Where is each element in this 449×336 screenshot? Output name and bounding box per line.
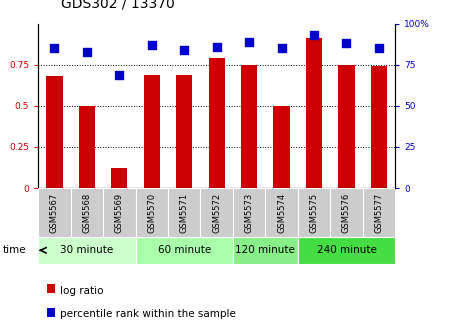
Bar [208, 58, 225, 188]
Text: GSM5571: GSM5571 [180, 193, 189, 233]
Point [83, 49, 90, 54]
Text: percentile rank within the sample: percentile rank within the sample [60, 309, 236, 319]
Point [148, 42, 155, 48]
Point [116, 72, 123, 77]
Bar [144, 75, 160, 188]
Bar [176, 75, 192, 188]
Point [375, 46, 383, 51]
Point [246, 39, 253, 44]
Bar [241, 65, 257, 188]
Text: GSM5573: GSM5573 [245, 193, 254, 233]
Text: GSM5577: GSM5577 [374, 193, 383, 233]
Bar [233, 237, 298, 264]
Bar [79, 106, 95, 188]
Text: log ratio: log ratio [60, 286, 103, 296]
Point [51, 46, 58, 51]
Bar [363, 188, 395, 237]
Bar [38, 188, 70, 237]
Bar [265, 188, 298, 237]
Bar [371, 66, 387, 188]
Text: 30 minute: 30 minute [60, 245, 114, 255]
Text: GSM5569: GSM5569 [115, 193, 124, 233]
Text: 240 minute: 240 minute [317, 245, 376, 255]
Bar [136, 237, 233, 264]
Bar [46, 76, 62, 188]
Bar [38, 237, 136, 264]
Bar [200, 188, 233, 237]
Text: GSM5570: GSM5570 [147, 193, 156, 233]
Text: time: time [2, 245, 26, 255]
Text: GDS302 / 13370: GDS302 / 13370 [61, 0, 174, 10]
Text: 120 minute: 120 minute [235, 245, 295, 255]
Point [343, 41, 350, 46]
Bar [298, 237, 395, 264]
Text: GSM5575: GSM5575 [309, 193, 318, 233]
Text: GSM5574: GSM5574 [277, 193, 286, 233]
Point [278, 46, 285, 51]
Point [310, 32, 317, 38]
Text: GSM5568: GSM5568 [82, 193, 91, 233]
Point [213, 44, 220, 49]
Bar [273, 106, 290, 188]
Text: GSM5567: GSM5567 [50, 193, 59, 233]
Bar [233, 188, 265, 237]
Point [180, 47, 188, 52]
Bar [70, 188, 103, 237]
Bar [339, 65, 355, 188]
Text: 60 minute: 60 minute [158, 245, 211, 255]
Bar [330, 188, 363, 237]
Bar [168, 188, 200, 237]
Bar [136, 188, 168, 237]
Bar [298, 188, 330, 237]
Bar [111, 168, 128, 188]
Bar [103, 188, 136, 237]
Bar [306, 38, 322, 188]
Text: GSM5572: GSM5572 [212, 193, 221, 233]
Text: GSM5576: GSM5576 [342, 193, 351, 233]
